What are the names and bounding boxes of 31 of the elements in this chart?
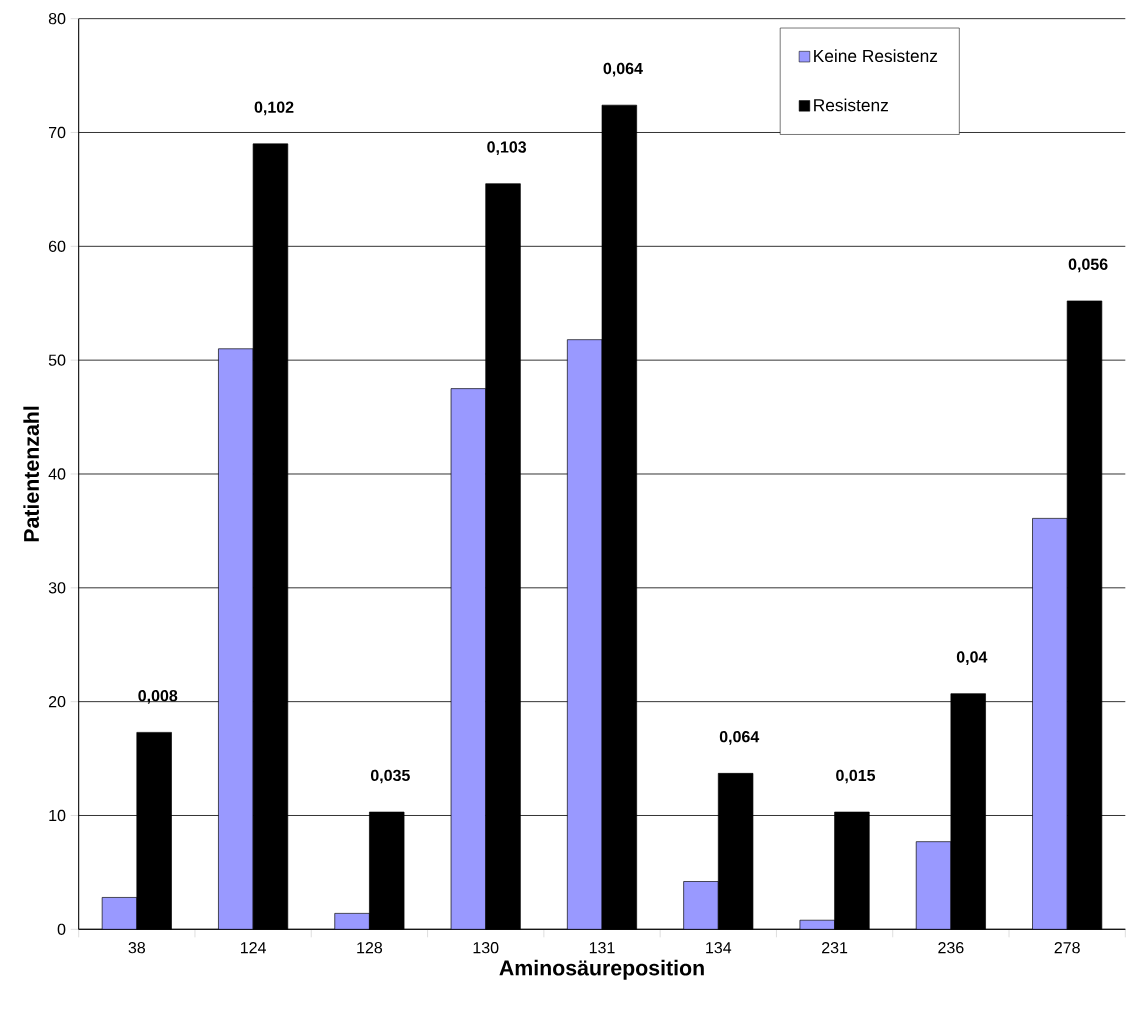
- y-tick-label: 40: [48, 468, 66, 480]
- annotation: 0,015: [836, 769, 876, 784]
- legend-label: Resistenz: [814, 98, 888, 112]
- x-tick-label: 124: [240, 942, 266, 954]
- x-tick-label: 128: [357, 942, 383, 954]
- y-tick-label: 80: [48, 13, 66, 25]
- x-tick-label: 130: [473, 942, 499, 954]
- y-tick-label: 60: [48, 240, 66, 252]
- y-tick-label: 70: [48, 126, 66, 139]
- y-tick-label: 0: [57, 923, 66, 935]
- annotation: 0,056: [1068, 258, 1108, 273]
- y-tick-label: 30: [48, 582, 66, 594]
- x-tick-label: 131: [589, 942, 615, 954]
- x-axis-title: Aminosäureposition: [499, 959, 704, 980]
- x-tick-label: 134: [706, 942, 732, 954]
- y-tick-label: 10: [49, 809, 66, 822]
- annotation: 0,064: [719, 731, 760, 745]
- x-tick-label: 38: [128, 942, 146, 954]
- annotation: 0,103: [487, 141, 527, 155]
- legend-label: Keine Resistenz: [814, 49, 938, 63]
- annotation: 0,064: [603, 62, 643, 77]
- x-tick-label: 236: [938, 942, 964, 954]
- y-tick-label: 50: [48, 354, 66, 366]
- x-tick-label: 278: [1054, 942, 1080, 954]
- annotation: 0,102: [254, 101, 294, 116]
- annotation: 0,04: [956, 651, 988, 665]
- y-tick-label: 20: [48, 695, 66, 708]
- annotation: 0,008: [138, 690, 178, 704]
- x-tick-label: 231: [822, 942, 848, 954]
- annotation: 0,035: [370, 769, 410, 784]
- y-axis-title: Patientenzahl: [23, 406, 40, 542]
